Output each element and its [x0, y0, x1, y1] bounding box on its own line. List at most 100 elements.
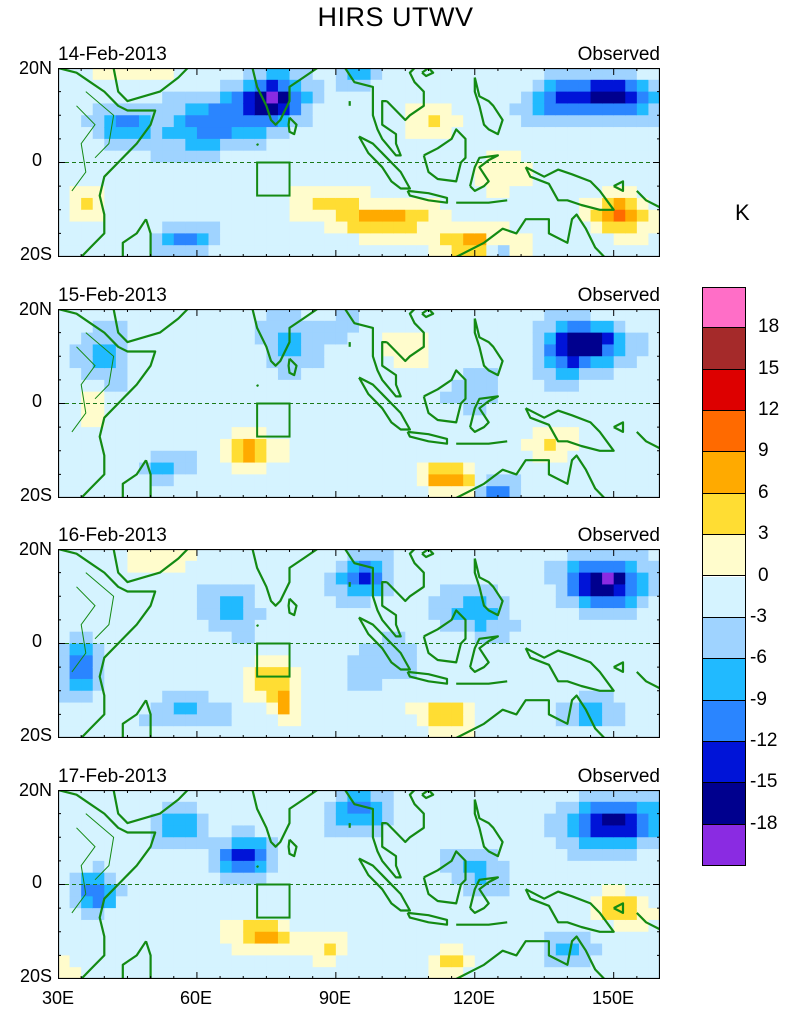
anomaly-cell	[266, 138, 279, 152]
coastline	[636, 671, 660, 690]
anomaly-cell	[393, 209, 406, 223]
anomaly-cell	[92, 837, 105, 850]
anomaly-cell	[266, 631, 279, 645]
anomaly-cell	[185, 368, 198, 381]
anomaly-cell	[115, 138, 129, 152]
anomaly-cell	[139, 931, 152, 945]
anomaly-cell	[405, 967, 418, 979]
anomaly-cell	[243, 678, 256, 692]
anomaly-cell	[463, 438, 476, 452]
anomaly-cell	[359, 690, 372, 704]
anomaly-cell	[405, 403, 418, 416]
anomaly-cell	[324, 896, 337, 909]
anomaly-cell	[208, 560, 221, 574]
anomaly-cell	[602, 68, 615, 81]
anomaly-cell	[416, 825, 430, 838]
anomaly-cell	[162, 356, 175, 369]
anomaly-cell	[58, 584, 71, 597]
anomaly-cell	[266, 427, 279, 440]
anomaly-cell	[648, 332, 660, 346]
anomaly-cell	[277, 896, 291, 909]
anomaly-cell	[150, 967, 163, 979]
anomaly-cell	[243, 379, 256, 393]
anomaly-cell	[486, 643, 499, 656]
anomaly-cell	[196, 860, 210, 874]
anomaly-cell	[289, 427, 302, 440]
anomaly-cell	[636, 221, 650, 234]
anomaly-cell	[359, 584, 372, 597]
anomaly-cell	[359, 726, 372, 738]
anomaly-cell	[324, 245, 337, 257]
anomaly-cell	[613, 356, 626, 369]
anomaly-cell	[92, 884, 105, 897]
anomaly-cell	[254, 943, 267, 956]
anomaly-cell	[567, 896, 580, 909]
anomaly-cell	[636, 486, 650, 498]
anomaly-cell	[636, 332, 650, 346]
anomaly-cell	[312, 943, 325, 956]
anomaly-cell	[451, 596, 464, 609]
anomaly-cell	[324, 608, 337, 621]
anomaly-cell	[509, 872, 522, 886]
anomaly-cell	[555, 368, 568, 381]
anomaly-cell	[58, 714, 71, 727]
anomaly-cell	[416, 462, 430, 475]
anomaly-cell	[451, 908, 464, 921]
anomaly-cell	[636, 608, 650, 621]
anomaly-cell	[359, 233, 372, 246]
anomaly-cell	[486, 943, 499, 956]
anomaly-cell	[509, 127, 522, 140]
anomaly-cell	[486, 91, 499, 105]
anomaly-cell	[92, 549, 105, 562]
anomaly-cell	[602, 608, 615, 621]
anomaly-cell	[405, 320, 418, 334]
anomaly-cell	[521, 837, 534, 850]
anomaly-cell	[69, 619, 82, 633]
coastline	[473, 318, 504, 377]
anomaly-cell	[359, 450, 372, 464]
anomaly-cell	[69, 209, 82, 223]
anomaly-cell	[266, 174, 279, 187]
anomaly-cell	[393, 631, 406, 645]
anomaly-cell	[335, 174, 349, 187]
anomaly-cell	[196, 931, 210, 945]
anomaly-cell	[555, 860, 568, 874]
anomaly-cell	[196, 884, 210, 897]
anomaly-cell	[451, 837, 464, 850]
anomaly-cell	[289, 127, 302, 140]
anomaly-cell	[636, 174, 650, 187]
anomaly-cell	[347, 486, 360, 498]
anomaly-cell	[382, 702, 395, 715]
anomaly-cell	[254, 608, 267, 621]
anomaly-cell	[636, 309, 650, 322]
anomaly-cell	[127, 908, 140, 921]
anomaly-cell	[428, 403, 441, 416]
anomaly-cell	[474, 309, 487, 322]
anomaly-cell	[555, 486, 568, 498]
anomaly-cell	[463, 344, 476, 357]
anomaly-cell	[393, 150, 406, 164]
anomaly-cell	[451, 391, 464, 405]
anomaly-cell	[289, 702, 302, 715]
anomaly-cell	[266, 655, 279, 668]
anomaly-cell	[590, 872, 603, 886]
anomaly-cell	[509, 438, 522, 452]
anomaly-cell	[231, 967, 244, 979]
anomaly-cell	[173, 415, 186, 428]
anomaly-cell	[81, 943, 94, 956]
anomaly-cell	[324, 233, 337, 246]
anomaly-cell	[324, 967, 337, 979]
anomaly-cell	[69, 702, 82, 715]
anomaly-cell	[532, 127, 545, 140]
anomaly-cell	[335, 391, 349, 405]
anomaly-cell	[254, 150, 267, 164]
anomaly-cell	[277, 245, 291, 257]
anomaly-cell	[58, 474, 71, 487]
anomaly-cell	[613, 919, 626, 933]
anomaly-cell	[324, 837, 337, 850]
anomaly-cell	[463, 474, 476, 487]
anomaly-cell	[347, 955, 360, 968]
anomaly-cell	[370, 368, 383, 381]
anomaly-cell	[150, 801, 163, 815]
anomaly-cell	[370, 245, 383, 257]
